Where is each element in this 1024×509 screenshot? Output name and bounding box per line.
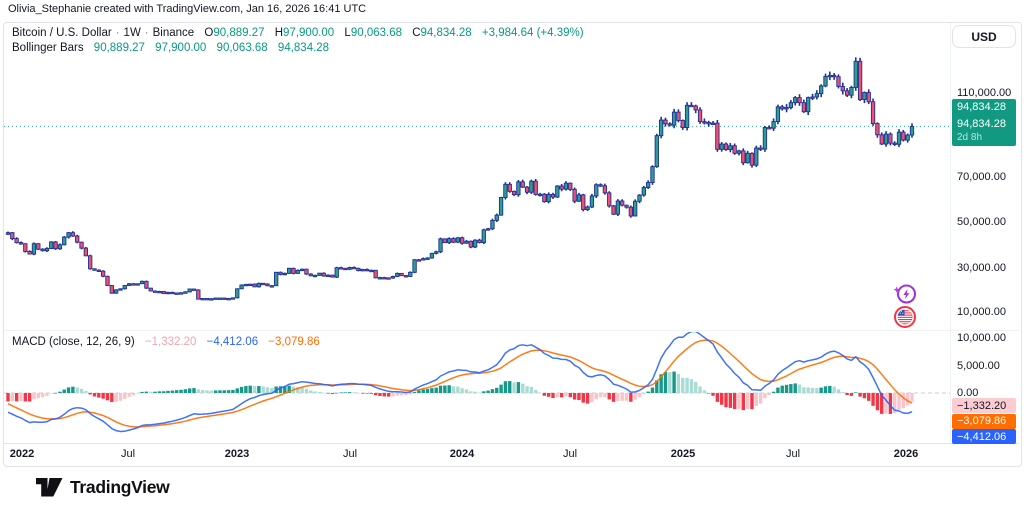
time-axis[interactable]: 2022 Jul 2023 Jul 2024 Jul 2025 Jul 2026 — [4, 444, 1020, 465]
macd-legend: MACD (close, 12, 26, 9) −1,332.20 −4,412… — [12, 336, 320, 348]
bollinger-price-badge: 94,834.28 — [952, 99, 1016, 116]
interval-label: 1W — [123, 27, 141, 39]
bollinger-value: 94,834.28 — [277, 42, 330, 54]
macd-line-value: −4,412.06 — [206, 336, 259, 348]
tradingview-mark-icon — [36, 478, 63, 497]
time-tick: 2022 — [9, 448, 35, 460]
macd-signal-value: −3,079.86 — [268, 336, 320, 348]
close-value: 94,834.28 — [420, 27, 472, 39]
price-tick: 30,000.00 — [957, 262, 1006, 274]
price-tick: 110,000.00 — [957, 87, 1012, 99]
time-tick: Jul — [120, 448, 136, 460]
symbol-title: Bitcoin / U.S. Dollar — [12, 27, 112, 39]
exchange-label: Binance — [152, 27, 195, 39]
last-price-value: 94,834.28 — [957, 118, 1006, 130]
macd-tick: 5,000.00 — [957, 360, 1000, 372]
time-tick: 2023 — [224, 448, 250, 460]
macd-tick: 0.00 — [957, 387, 979, 399]
bollinger-label: Bollinger Bars — [12, 42, 84, 54]
time-tick: Jul — [785, 448, 801, 460]
bollinger-value: 90,889.27 — [93, 42, 145, 54]
macd-line-badge-value: −4,412.06 — [957, 430, 1007, 443]
currency-usd-button[interactable]: USD — [952, 25, 1016, 48]
price-tick: 70,000.00 — [957, 171, 1006, 183]
macd-line-badge: −4,412.06 — [952, 429, 1016, 444]
open-label: O — [204, 27, 214, 39]
price-tick: 10,000.00 — [957, 306, 1006, 318]
time-tick: 2025 — [670, 448, 696, 460]
flash-boost-icon[interactable] — [892, 281, 918, 307]
attribution-text: Olivia_Stephanie created with TradingVie… — [8, 3, 367, 15]
bar-countdown: 2d 8h — [957, 132, 983, 143]
low-value: 90,063.68 — [350, 27, 402, 39]
macd-title: MACD (close, 12, 26, 9) — [12, 336, 135, 348]
bollinger-legend: Bollinger Bars 90,889.27 97,900.00 90,06… — [12, 42, 329, 54]
time-tick: 2026 — [893, 448, 919, 460]
legend-separator: · — [115, 27, 120, 39]
time-tick: Jul — [562, 448, 578, 460]
macd-histogram-value: −1,332.20 — [144, 336, 197, 348]
high-value: 97,900.00 — [283, 27, 335, 39]
close-label: C — [412, 27, 421, 39]
macd-histogram-badge: −1,332.20 — [952, 398, 1016, 413]
bollinger-value: 97,900.00 — [155, 42, 207, 54]
last-price-badge: 94,834.28 2d 8h — [952, 116, 1016, 146]
bollinger-value: 90,063.68 — [216, 42, 268, 54]
time-tick: Jul — [342, 448, 358, 460]
high-label: H — [274, 27, 284, 39]
time-tick: 2024 — [449, 448, 475, 460]
price-tick: 50,000.00 — [957, 216, 1006, 228]
open-value: 90,889.27 — [213, 27, 265, 39]
macd-signal-badge-value: −3,079.86 — [957, 415, 1007, 427]
macd-tick: 10,000.00 — [957, 332, 1006, 344]
tradingview-logo-text: TradingView — [70, 477, 170, 497]
macd-signal-badge: −3,079.86 — [952, 413, 1016, 429]
legend-separator: · — [144, 27, 149, 39]
symbol-legend: Bitcoin / U.S. Dollar · 1W · Binance O90,889… — [12, 27, 584, 39]
low-label: L — [344, 27, 351, 39]
change-value: +3,984.64 (+4.39%) — [481, 27, 584, 39]
us-flag-icon[interactable] — [892, 304, 918, 330]
bollinger-price-value: 94,834.28 — [957, 101, 1006, 113]
macd-histogram-badge-value: −1,332.20 — [957, 399, 1007, 412]
tradingview-logo[interactable]: TradingView — [36, 477, 170, 498]
